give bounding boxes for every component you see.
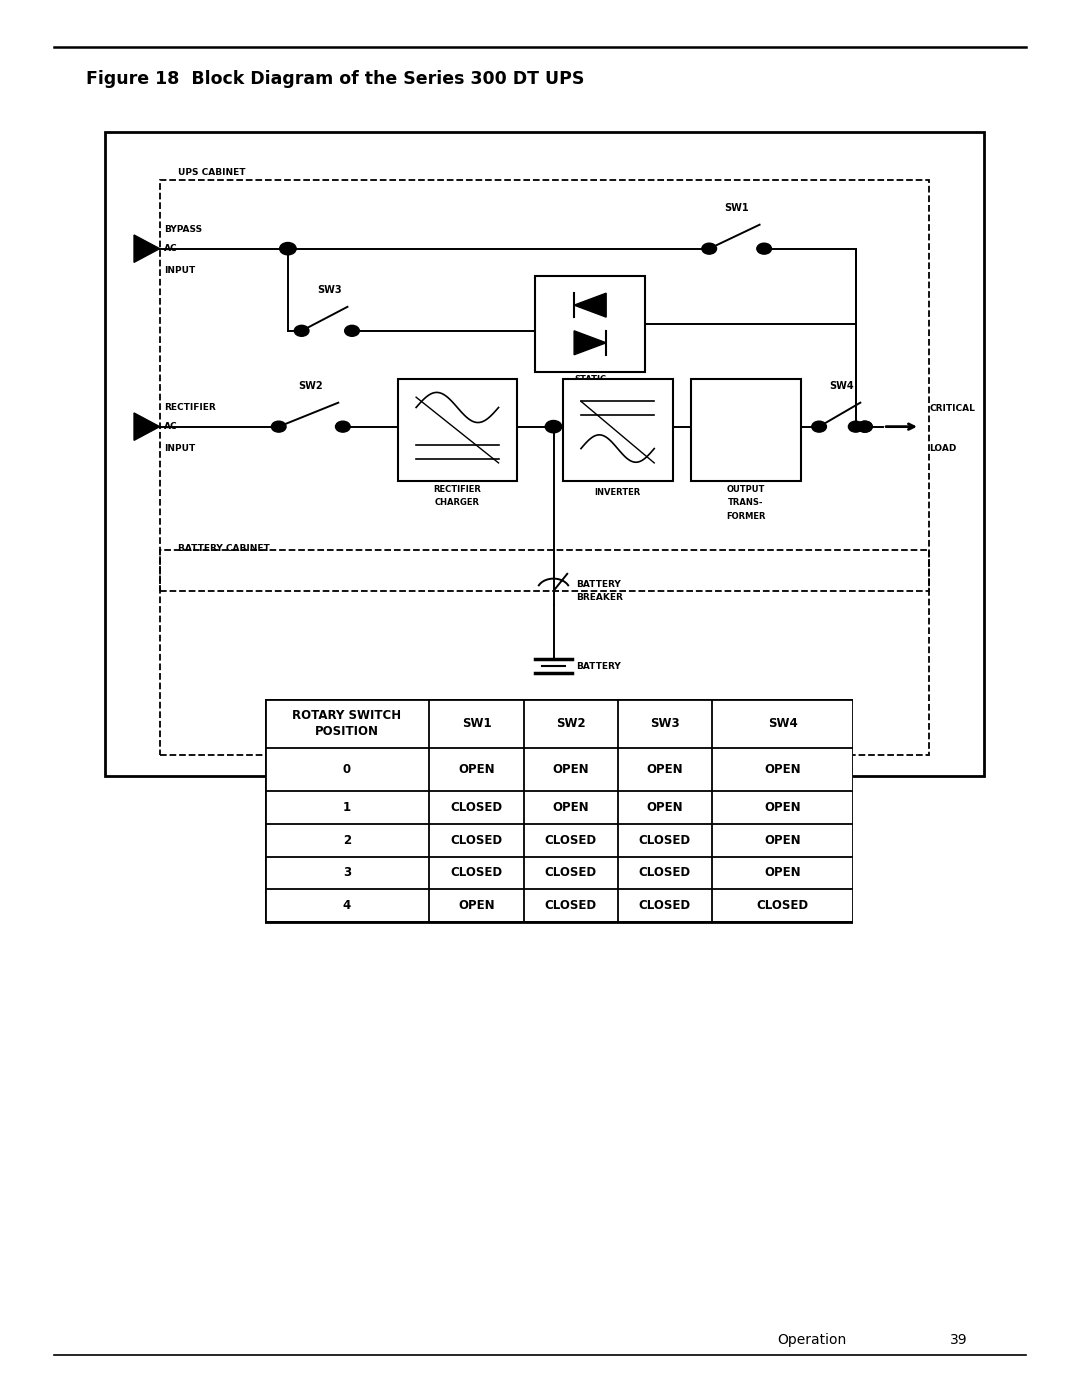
Circle shape bbox=[280, 243, 296, 254]
Text: 39: 39 bbox=[950, 1333, 968, 1347]
Text: OPEN: OPEN bbox=[458, 900, 495, 912]
Text: CLOSED: CLOSED bbox=[544, 900, 597, 912]
Text: Y: Y bbox=[758, 416, 770, 430]
Text: OPEN: OPEN bbox=[647, 763, 684, 775]
Text: CHARGER: CHARGER bbox=[435, 499, 480, 507]
Text: CLOSED: CLOSED bbox=[450, 800, 502, 814]
Text: SW3: SW3 bbox=[650, 717, 679, 729]
Text: FORMER: FORMER bbox=[726, 513, 766, 521]
Text: 0: 0 bbox=[343, 763, 351, 775]
Text: CLOSED: CLOSED bbox=[450, 834, 502, 847]
Text: CLOSED: CLOSED bbox=[638, 834, 691, 847]
Text: CLOSED: CLOSED bbox=[544, 866, 597, 879]
Text: RECTIFIER: RECTIFIER bbox=[433, 485, 482, 493]
Text: SW2: SW2 bbox=[556, 717, 585, 729]
Circle shape bbox=[812, 420, 826, 432]
Circle shape bbox=[858, 420, 873, 432]
Text: 2: 2 bbox=[343, 834, 351, 847]
Bar bbox=[691, 379, 800, 482]
Text: CLOSED: CLOSED bbox=[638, 900, 691, 912]
Text: OPEN: OPEN bbox=[765, 763, 801, 775]
Text: AC: AC bbox=[164, 422, 178, 432]
Text: BATTERY: BATTERY bbox=[577, 662, 621, 671]
Text: OPEN: OPEN bbox=[552, 800, 589, 814]
Text: SW4: SW4 bbox=[829, 381, 854, 391]
Polygon shape bbox=[575, 331, 606, 355]
Circle shape bbox=[702, 243, 716, 254]
Text: 1: 1 bbox=[343, 800, 351, 814]
Text: SW1: SW1 bbox=[725, 203, 750, 212]
Text: BATTERY: BATTERY bbox=[577, 580, 621, 588]
Text: TRANS-: TRANS- bbox=[728, 499, 764, 507]
Polygon shape bbox=[134, 235, 160, 263]
Text: OPEN: OPEN bbox=[458, 763, 495, 775]
Circle shape bbox=[858, 420, 873, 432]
Circle shape bbox=[336, 420, 350, 432]
Text: CLOSED: CLOSED bbox=[450, 866, 502, 879]
Circle shape bbox=[271, 420, 286, 432]
Text: CLOSED: CLOSED bbox=[544, 834, 597, 847]
Text: STATIC: STATIC bbox=[575, 376, 606, 384]
Text: SW3: SW3 bbox=[316, 285, 341, 295]
Text: 3: 3 bbox=[343, 866, 351, 879]
Bar bbox=[563, 379, 673, 482]
Text: SW2: SW2 bbox=[298, 381, 323, 391]
Text: Δ: Δ bbox=[735, 416, 747, 430]
Text: Figure 18  Block Diagram of the Series 300 DT UPS: Figure 18 Block Diagram of the Series 30… bbox=[86, 70, 584, 88]
Bar bbox=[397, 379, 517, 482]
Text: SW1: SW1 bbox=[461, 717, 491, 729]
Text: OPEN: OPEN bbox=[552, 763, 589, 775]
Text: BREAKER: BREAKER bbox=[577, 594, 623, 602]
Text: BYPASS: BYPASS bbox=[164, 225, 202, 233]
Bar bbox=[265, 698, 853, 922]
Bar bbox=[160, 550, 929, 756]
Text: RECTIFIER: RECTIFIER bbox=[164, 402, 216, 412]
Text: CLOSED: CLOSED bbox=[638, 866, 691, 879]
Text: UPS CABINET: UPS CABINET bbox=[178, 168, 245, 177]
Text: TRANSFER: TRANSFER bbox=[565, 388, 615, 398]
Text: OPEN: OPEN bbox=[765, 866, 801, 879]
Text: OPEN: OPEN bbox=[765, 834, 801, 847]
Circle shape bbox=[757, 243, 771, 254]
Text: INPUT: INPUT bbox=[164, 265, 195, 275]
Text: LOAD: LOAD bbox=[929, 444, 957, 453]
Text: OUTPUT: OUTPUT bbox=[727, 485, 765, 493]
Text: CRITICAL: CRITICAL bbox=[929, 404, 975, 414]
Circle shape bbox=[345, 326, 360, 337]
Polygon shape bbox=[575, 293, 606, 317]
Text: OPEN: OPEN bbox=[765, 800, 801, 814]
Text: SW4: SW4 bbox=[768, 717, 797, 729]
Circle shape bbox=[849, 420, 863, 432]
Text: INPUT: INPUT bbox=[164, 444, 195, 453]
Polygon shape bbox=[134, 414, 160, 440]
Circle shape bbox=[295, 326, 309, 337]
Bar bbox=[536, 277, 645, 372]
Circle shape bbox=[545, 420, 562, 433]
Text: Operation: Operation bbox=[778, 1333, 847, 1347]
Text: INVERTER: INVERTER bbox=[594, 488, 640, 497]
Text: ROTARY SWITCH
POSITION: ROTARY SWITCH POSITION bbox=[293, 708, 402, 738]
Bar bbox=[160, 180, 929, 591]
Text: BATTERY CABINET: BATTERY CABINET bbox=[178, 545, 270, 553]
Text: CLOSED: CLOSED bbox=[756, 900, 809, 912]
Text: AC: AC bbox=[164, 244, 178, 253]
Text: 4: 4 bbox=[342, 900, 351, 912]
Text: OPEN: OPEN bbox=[647, 800, 684, 814]
Text: SWITCH: SWITCH bbox=[571, 402, 609, 412]
